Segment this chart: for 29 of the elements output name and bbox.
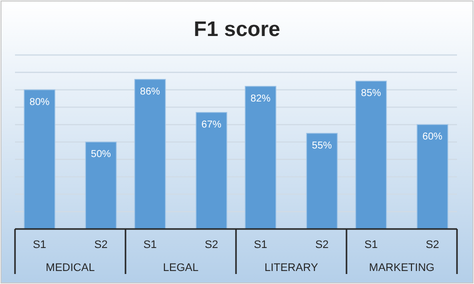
- series-label: S2: [94, 239, 108, 251]
- data-label: 55%: [312, 140, 332, 152]
- series-label: S1: [32, 239, 46, 251]
- x-tick-label: LEGAL: [163, 262, 198, 274]
- chart-title: F1 score: [194, 18, 280, 41]
- text: S1: [143, 239, 157, 251]
- bar: [24, 89, 56, 230]
- data-label: 60%: [422, 132, 443, 143]
- x-tick-label: MARKETING: [369, 262, 434, 274]
- bar: [306, 132, 338, 230]
- data-label: 82%: [250, 93, 271, 104]
- text: S1: [254, 239, 268, 251]
- data-label: 80%: [30, 96, 50, 108]
- data-label: 85%: [361, 88, 382, 100]
- bar: [85, 142, 117, 230]
- data-label: 86%: [140, 86, 160, 98]
- bar: [416, 124, 448, 230]
- x-tick-label: LITERARY: [264, 262, 319, 274]
- bar: [244, 86, 276, 230]
- text: S2: [315, 239, 329, 251]
- x-tick-label: MEDICAL: [46, 262, 95, 274]
- text: S2: [204, 239, 218, 251]
- bar: [134, 78, 166, 230]
- data-label: 50%: [90, 149, 112, 160]
- text: S2: [426, 239, 440, 251]
- data-label: 67%: [201, 119, 222, 130]
- bar: [355, 80, 387, 230]
- bar: [196, 112, 228, 230]
- text: S1: [364, 239, 378, 251]
